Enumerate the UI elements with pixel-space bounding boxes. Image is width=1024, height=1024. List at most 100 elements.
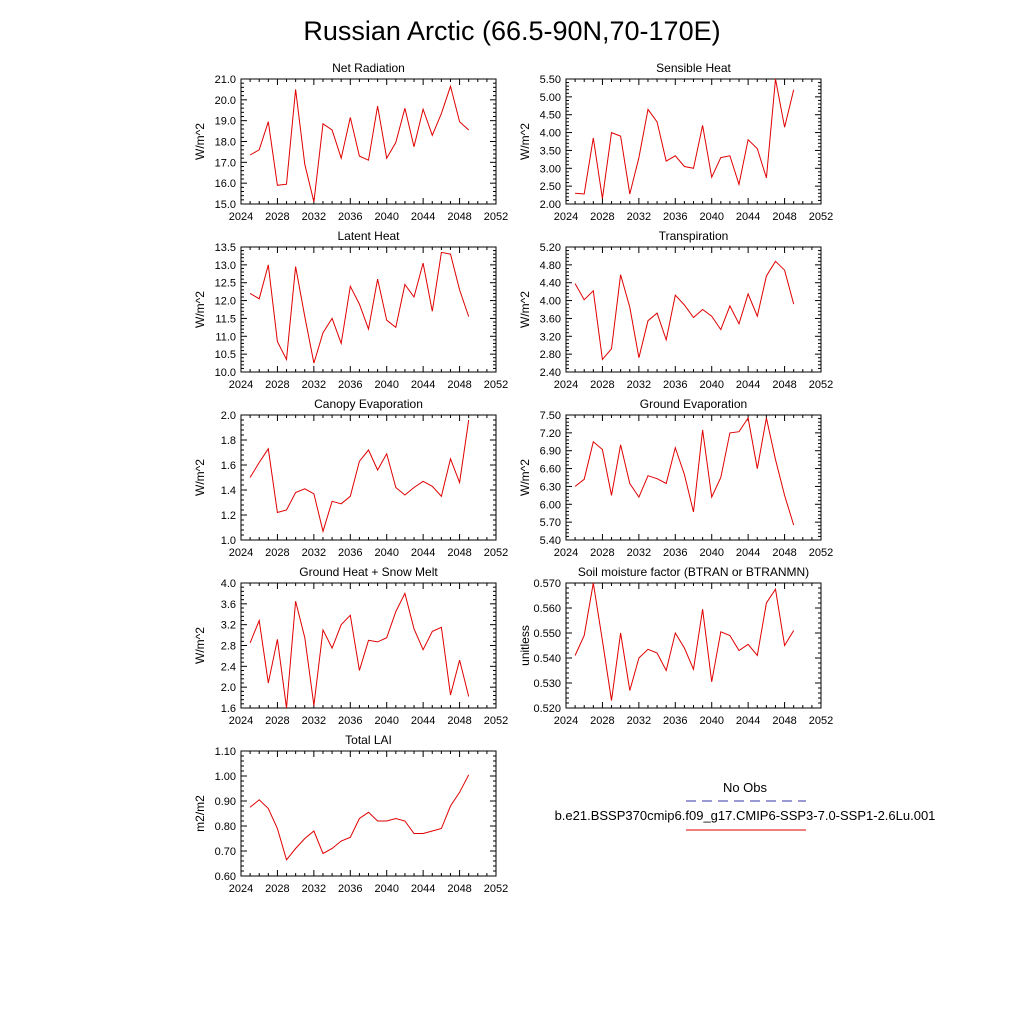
y-tick-label: 1.2 — [221, 510, 236, 522]
y-tick-label: 2.4 — [221, 661, 236, 673]
y-tick-label: 4.50 — [540, 110, 561, 122]
y-axis-label: W/m^2 — [193, 627, 207, 664]
panel-title: Transpiration — [659, 229, 729, 243]
x-tick-label: 2036 — [338, 547, 362, 559]
x-tick-label: 2024 — [554, 211, 578, 223]
y-tick-label: 1.8 — [221, 435, 236, 447]
x-tick-label: 2052 — [484, 547, 508, 559]
x-tick-label: 2036 — [338, 211, 362, 223]
panel-title: Canopy Evaporation — [314, 397, 423, 411]
panel-transpiration: Transpiration 2.40 2.80 3.20 3.60 4.00 4.40 4.8… — [518, 229, 833, 391]
series-line — [249, 419, 470, 534]
y-tick-label: 10.0 — [215, 367, 236, 379]
x-tick-label: 2028 — [265, 883, 289, 895]
x-tick-label: 2048 — [772, 547, 796, 559]
y-tick-label: 0.70 — [215, 846, 236, 858]
x-tick-label: 2048 — [447, 379, 471, 391]
x-tick-label: 2032 — [627, 211, 651, 223]
x-tick-label: 2028 — [590, 547, 614, 559]
x-tick-label: 2036 — [338, 883, 362, 895]
y-tick-label: 1.10 — [215, 746, 236, 758]
x-tick-label: 2040 — [374, 379, 398, 391]
y-axis-label: unitless — [518, 625, 532, 666]
series-line — [249, 251, 470, 364]
x-tick-label: 2032 — [302, 715, 326, 727]
panel-title: Latent Heat — [337, 229, 400, 243]
y-tick-label: 0.90 — [215, 796, 236, 808]
x-tick-label: 2036 — [338, 379, 362, 391]
x-tick-label: 2028 — [590, 715, 614, 727]
series-line — [574, 583, 795, 701]
x-tick-label: 2044 — [736, 211, 760, 223]
x-tick-label: 2048 — [447, 883, 471, 895]
panel-title: Total LAI — [345, 733, 392, 747]
legend-label-no-obs: No Obs — [723, 780, 768, 795]
x-tick-label: 2028 — [265, 547, 289, 559]
x-tick-label: 2052 — [484, 715, 508, 727]
y-tick-label: 18.0 — [215, 137, 236, 149]
plot-frame — [565, 582, 822, 709]
x-tick-label: 2036 — [663, 715, 687, 727]
y-tick-label: 0.60 — [215, 871, 236, 883]
x-tick-label: 2052 — [809, 211, 833, 223]
series-line — [249, 774, 470, 861]
x-tick-label: 2048 — [772, 211, 796, 223]
x-tick-label: 2032 — [302, 211, 326, 223]
x-tick-label: 2024 — [229, 883, 253, 895]
y-tick-label: 5.00 — [540, 92, 561, 104]
x-tick-label: 2032 — [302, 547, 326, 559]
y-tick-label: 0.520 — [533, 703, 561, 715]
y-axis-label: W/m^2 — [193, 123, 207, 160]
x-tick-label: 2048 — [772, 379, 796, 391]
y-tick-label: 21.0 — [215, 74, 236, 86]
x-tick-label: 2028 — [590, 379, 614, 391]
y-tick-label: 4.0 — [221, 578, 236, 590]
y-tick-label: 2.40 — [540, 367, 561, 379]
y-tick-label: 15.0 — [215, 199, 236, 211]
y-tick-label: 10.5 — [215, 349, 236, 361]
x-tick-label: 2040 — [374, 547, 398, 559]
y-tick-label: 0.80 — [215, 821, 236, 833]
x-tick-label: 2028 — [265, 379, 289, 391]
y-tick-label: 4.40 — [540, 278, 561, 290]
x-tick-label: 2032 — [627, 715, 651, 727]
y-tick-label: 5.20 — [540, 242, 561, 254]
y-tick-label: 19.0 — [215, 116, 236, 128]
y-axis-label: W/m^2 — [518, 291, 532, 328]
y-tick-label: 1.0 — [221, 535, 236, 547]
plot-frame — [240, 750, 497, 877]
x-tick-label: 2032 — [627, 379, 651, 391]
y-tick-label: 6.30 — [540, 481, 561, 493]
x-tick-label: 2036 — [338, 715, 362, 727]
y-tick-label: 6.60 — [540, 464, 561, 476]
y-tick-label: 3.20 — [540, 331, 561, 343]
x-tick-label: 2028 — [265, 715, 289, 727]
x-tick-label: 2040 — [699, 379, 723, 391]
series-line — [574, 416, 795, 526]
x-tick-label: 2040 — [374, 715, 398, 727]
y-tick-label: 4.00 — [540, 128, 561, 140]
y-tick-label: 5.50 — [540, 74, 561, 86]
y-tick-label: 4.80 — [540, 260, 561, 272]
series-line — [249, 84, 470, 203]
x-tick-label: 2044 — [411, 547, 435, 559]
y-tick-label: 2.0 — [221, 410, 236, 422]
y-tick-label: 7.20 — [540, 428, 561, 440]
panel-canopy-evaporation: Canopy Evaporation 1.0 1.2 1.4 1.6 1.8 2.0 2024… — [193, 397, 508, 559]
panels: Net Radiation 15.0 16.0 17.0 18.0 19.0 20.0 21.… — [193, 61, 833, 895]
x-tick-label: 2044 — [411, 379, 435, 391]
series-line — [575, 79, 795, 199]
y-tick-label: 3.6 — [221, 599, 236, 611]
y-axis-label: m2/m2 — [193, 795, 207, 832]
y-tick-label: 0.540 — [533, 653, 561, 665]
x-tick-label: 2028 — [265, 211, 289, 223]
y-tick-label: 12.5 — [215, 278, 236, 290]
plot-frame — [240, 582, 497, 709]
x-tick-label: 2024 — [229, 715, 253, 727]
y-tick-label: 3.50 — [540, 145, 561, 157]
y-tick-label: 6.00 — [540, 499, 561, 511]
x-tick-label: 2052 — [484, 211, 508, 223]
x-tick-label: 2048 — [772, 715, 796, 727]
